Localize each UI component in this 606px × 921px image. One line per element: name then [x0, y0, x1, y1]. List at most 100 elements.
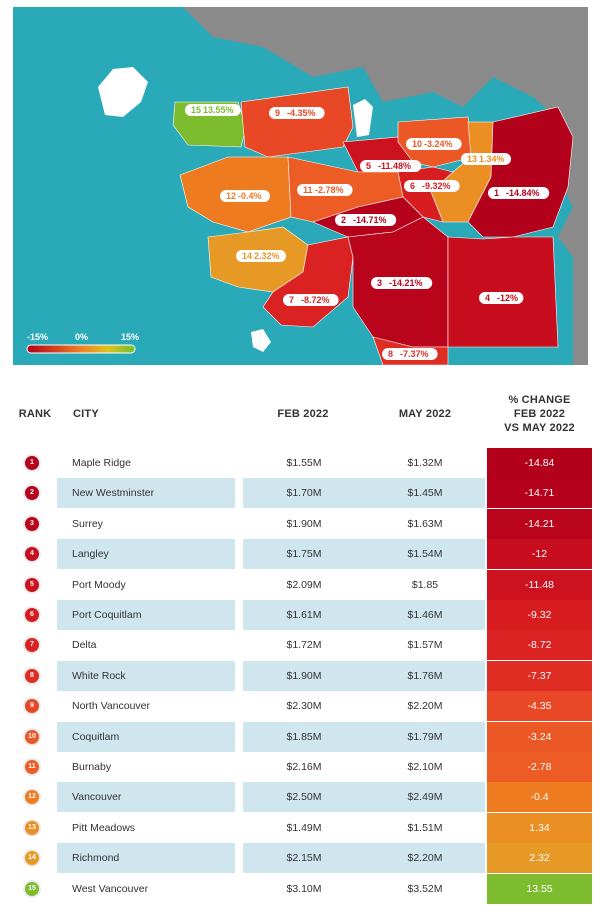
map-label-burnaby: 11 -2.78%: [297, 184, 353, 196]
map-label-rank: 8: [388, 349, 393, 359]
map-label-background: [297, 184, 353, 196]
row-band: [365, 721, 485, 752]
feb-price-cell: $2.30M: [286, 700, 322, 713]
row-band: [243, 782, 365, 813]
map-label-background: [404, 180, 460, 192]
feb-price-cell: $1.70M: [286, 487, 322, 500]
map-label-vancouver: 12 -0.4%: [220, 190, 270, 202]
change-cell: -0.4: [487, 782, 592, 813]
map-label-background: [283, 294, 339, 306]
map-label-rank: 3: [377, 278, 382, 288]
row-band: [365, 600, 485, 630]
rank-badge: 6: [25, 608, 39, 622]
rank-badge: 7: [25, 638, 39, 653]
may-price-cell: $1.85: [411, 578, 439, 591]
header-rank: RANK: [18, 408, 52, 420]
change-cell: -9.32: [487, 600, 592, 630]
city-cell: Surrey: [72, 517, 103, 530]
may-price-cell: $1.63M: [407, 517, 443, 530]
feb-price-cell: $2.15M: [286, 852, 322, 865]
row-band: [57, 721, 235, 752]
change-cell: -8.72: [487, 630, 592, 661]
map-label-maple-ridge: 1 -14.84%: [488, 187, 550, 199]
legend-bar: [26, 344, 136, 354]
rank-badge: 4: [25, 547, 39, 562]
city-cell: Richmond: [72, 852, 120, 865]
header-feb: FEB 2022: [277, 408, 329, 420]
change-cell: -14.21: [487, 508, 592, 539]
change-cell: 1.34: [487, 812, 592, 843]
city-cell: Langley: [72, 548, 109, 561]
table-row: 1 Maple Ridge $1.55M $1.32M -14.84: [13, 448, 595, 478]
feb-price-cell: $1.90M: [286, 517, 322, 530]
city-cell: North Vancouver: [72, 700, 151, 713]
header-change-line2: FEB 2022: [513, 408, 566, 420]
city-cell: Delta: [72, 639, 97, 652]
map-label-surrey: 3 -14.21%: [371, 277, 433, 289]
may-price-cell: $2.20M: [407, 700, 443, 713]
map-label-background: [479, 292, 524, 304]
row-band: [57, 843, 235, 874]
legend-min-label: -15%: [27, 332, 48, 342]
table-row: 6 Port Coquitlam $1.61M $1.46M -9.32: [13, 600, 595, 630]
map-label-value: 1.34%: [479, 154, 505, 164]
map-label-rank: 6: [410, 181, 415, 191]
rank-badge: 10: [25, 729, 39, 744]
table-row: 4 Langley $1.75M $1.54M -12: [13, 539, 595, 570]
table-row: 8 White Rock $1.90M $1.76M -7.37: [13, 660, 595, 691]
map-label-value: -3.24%: [424, 139, 453, 149]
map-label-coquitlam: 10 -3.24%: [406, 138, 462, 150]
map-label-rank: 4: [485, 293, 490, 303]
row-band: [57, 539, 235, 570]
feb-price-cell: $1.75M: [286, 548, 322, 561]
city-cell: Maple Ridge: [72, 457, 131, 469]
map-label-background: [185, 104, 241, 116]
row-band: [57, 600, 235, 630]
row-band: [243, 539, 365, 570]
map-label-rank: 5: [366, 161, 371, 171]
may-price-cell: $1.32M: [407, 457, 443, 469]
map-label-rank: 13: [467, 154, 477, 164]
rank-badge: 13: [25, 820, 39, 835]
map-label-rank: 2: [341, 215, 346, 225]
map-label-richmond: 14 2.32%: [236, 250, 286, 262]
header-change-line1: % CHANGE: [508, 394, 571, 406]
rank-badge: 2: [25, 486, 39, 501]
map-label-value: -7.37%: [400, 349, 429, 359]
map-label-delta: 7 -8.72%: [283, 294, 339, 306]
change-cell: 2.32: [487, 843, 592, 874]
table-row: 7 Delta $1.72M $1.57M -8.72: [13, 630, 595, 661]
rank-badge: 8: [25, 668, 39, 683]
map-label-background: [335, 214, 397, 226]
row-band: [57, 782, 235, 813]
map-label-value: -14.71%: [353, 215, 387, 225]
table-row: 2 New Westminster $1.70M $1.45M -14.71: [13, 478, 595, 509]
map-label-rank: 15: [191, 105, 201, 115]
map-label-background: [488, 187, 550, 199]
feb-price-cell: $3.10M: [286, 882, 322, 895]
map-label-value: -2.78%: [315, 185, 344, 195]
region-maple-ridge: [467, 106, 574, 238]
city-cell: Vancouver: [72, 791, 122, 804]
may-price-cell: $1.51M: [407, 821, 443, 834]
map-label-background: [382, 348, 438, 360]
feb-price-cell: $2.16M: [286, 761, 322, 773]
row-band: [365, 539, 485, 570]
change-cell: -14.71: [487, 478, 592, 509]
map-island-small: [353, 99, 373, 137]
table-row: 11 Burnaby $2.16M $2.10M -2.78: [13, 752, 595, 782]
map-label-rank: 9: [275, 108, 280, 118]
row-band: [243, 600, 365, 630]
table-row: 14 Richmond $2.15M $2.20M 2.32: [13, 843, 595, 874]
map-label-value: -11.48%: [378, 161, 411, 171]
map-label-rank: 10: [412, 139, 422, 149]
row-band: [365, 660, 485, 691]
header-city: CITY: [73, 408, 99, 420]
feb-price-cell: $1.90M: [286, 669, 322, 682]
row-band: [57, 478, 235, 509]
map-label-west-vancouver: 15 13.55%: [185, 104, 241, 116]
may-price-cell: $3.52M: [407, 882, 443, 895]
row-band: [243, 843, 365, 874]
map-land-north: [183, 7, 588, 107]
rank-badge: 5: [25, 577, 39, 592]
